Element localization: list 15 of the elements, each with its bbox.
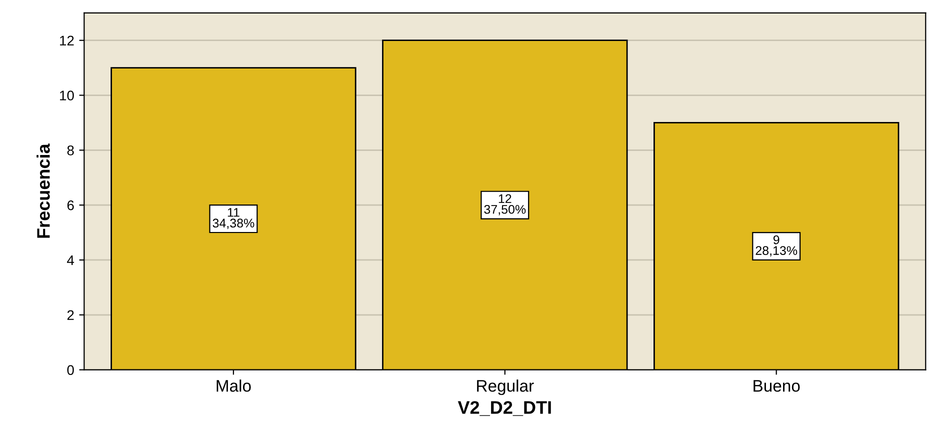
y-tick-label: 6: [67, 200, 74, 210]
x-tick-label: Malo: [216, 380, 251, 392]
y-tick-label: 10: [60, 90, 74, 100]
x-tick-label: Bueno: [754, 380, 800, 392]
data-label: 9 28,13%: [756, 235, 798, 256]
y-tick-label: 8: [67, 146, 74, 156]
y-tick-label: 0: [67, 365, 74, 375]
x-tick-label: Regular: [477, 380, 534, 396]
y-tick-label: 4: [67, 255, 74, 266]
y-tick-label: 12: [60, 36, 74, 46]
y-axis-title: Frecuencia: [36, 144, 50, 238]
y-tick-label: 2: [67, 310, 74, 320]
data-label: 12 37,50%: [484, 194, 526, 216]
x-axis-title: V2_D2_DTI: [458, 401, 551, 416]
data-label: 11 34,38%: [212, 208, 254, 230]
